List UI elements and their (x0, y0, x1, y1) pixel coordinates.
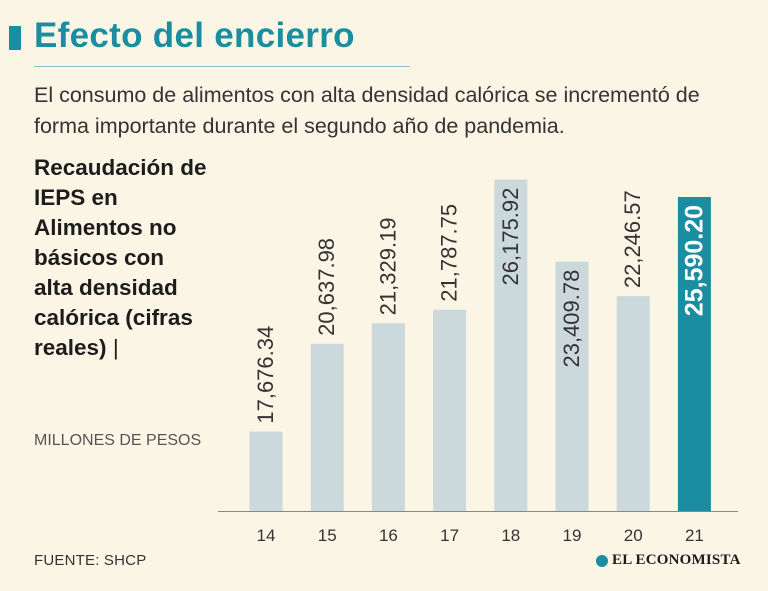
value-label-15: 20,637.98 (314, 238, 339, 336)
value-label-14: 17,676.34 (253, 326, 278, 424)
x-tick-21: 21 (685, 526, 704, 545)
x-tick-16: 16 (379, 526, 398, 545)
bar-14 (249, 431, 283, 511)
value-label-18: 26,175.92 (498, 188, 523, 286)
page-subtitle: El consumo de alimentos con alta densida… (34, 83, 700, 138)
value-label-20: 22,246.57 (620, 190, 645, 288)
chart-title: Recaudación de IEPS en Alimentos no bási… (34, 153, 209, 363)
x-tick-14: 14 (257, 526, 276, 545)
value-label-16: 21,329.19 (375, 217, 400, 315)
x-tick-17: 17 (440, 526, 459, 545)
title-divider (34, 66, 410, 67)
x-tick-19: 19 (563, 526, 582, 545)
bar-18 (494, 179, 528, 511)
bar-19 (555, 261, 589, 511)
value-label-19: 23,409.78 (559, 270, 584, 368)
brand-logo: EL ECONOMISTA (596, 552, 741, 569)
source-note: FUENTE: SHCP (34, 552, 147, 569)
bar-15 (310, 343, 344, 511)
brand-name: EL ECONOMISTA (612, 552, 741, 568)
chart-units: MILLONES DE PESOS (34, 432, 202, 449)
x-tick-18: 18 (501, 526, 520, 545)
chart-title-text: Recaudación de IEPS en Alimentos no bási… (34, 155, 207, 360)
bar-20 (616, 296, 650, 511)
value-label-17: 21,787.75 (437, 204, 462, 302)
bar-17 (433, 309, 467, 511)
title-accent-bar (9, 26, 21, 50)
x-tick-15: 15 (318, 526, 337, 545)
page-title: Efecto del encierro (34, 16, 355, 55)
value-label-21: 25,590.20 (680, 205, 708, 316)
bar-16 (371, 323, 405, 511)
bar-21 (677, 196, 711, 512)
x-tick-20: 20 (624, 526, 643, 545)
logo-icon (596, 554, 608, 567)
title-separator: | (112, 335, 119, 360)
